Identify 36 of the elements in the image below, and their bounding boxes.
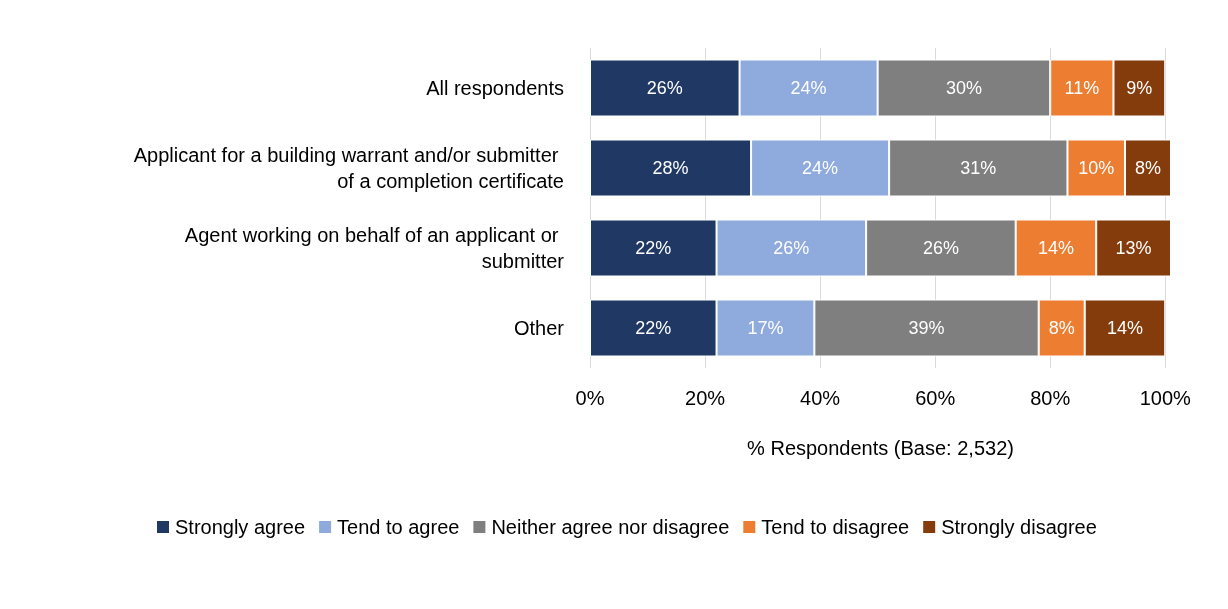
data-label: 30% [945, 78, 982, 98]
data-label: 17% [747, 318, 784, 338]
data-label: 22% [635, 238, 672, 258]
x-tick-label: 0% [575, 387, 605, 409]
x-tick-label: 40% [800, 387, 841, 409]
data-label: 14% [1106, 318, 1143, 338]
x-axis-title: % Respondents (Base: 2,532) [747, 437, 1014, 459]
data-label: 28% [652, 158, 689, 178]
legend-label: Strongly disagree [941, 516, 1097, 538]
data-label: 26% [922, 238, 959, 258]
y-tick-label: Agent working on behalf of an applicant or submitter [184, 224, 565, 272]
data-label: 26% [646, 78, 683, 98]
data-label: 31% [960, 158, 997, 178]
data-label: 22% [635, 318, 672, 338]
legend-label: Tend to disagree [761, 516, 910, 538]
data-label: 10% [1078, 158, 1115, 178]
data-label: 14% [1037, 238, 1074, 258]
data-label: 26% [773, 238, 810, 258]
x-tick-label: 80% [1030, 387, 1071, 409]
legend-label: Neither agree nor disagree [491, 516, 730, 538]
data-label: 39% [908, 318, 945, 338]
x-tick-label: 100% [1139, 387, 1192, 409]
data-label: 9% [1126, 78, 1153, 98]
data-label: 11% [1064, 78, 1100, 98]
data-label: 24% [790, 78, 827, 98]
y-tick-label: Other [513, 317, 565, 339]
data-label: 13% [1115, 238, 1152, 258]
data-label: 8% [1134, 158, 1161, 178]
legend-label: Strongly agree [175, 516, 306, 538]
x-tick-label: 60% [915, 387, 956, 409]
data-label: 24% [802, 158, 839, 178]
y-tick-label: All respondents [426, 77, 564, 99]
x-tick-label: 20% [685, 387, 726, 409]
legend-label: Tend to agree [337, 516, 460, 538]
data-label: 8% [1048, 318, 1075, 338]
y-tick-label: Applicant for a building warrant and/or submitter of a completion certificate [133, 144, 564, 192]
